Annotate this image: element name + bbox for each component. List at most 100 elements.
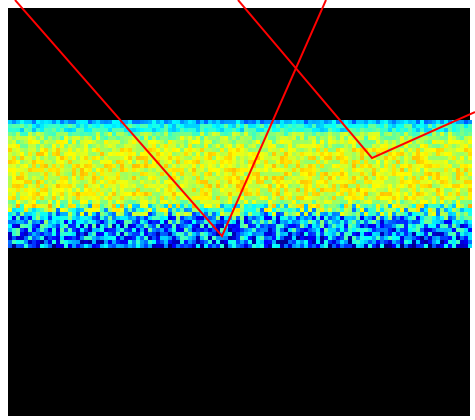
pixel [108,160,112,164]
pixel [24,176,28,180]
pixel [404,212,408,216]
pixel [372,128,376,132]
pixel [136,208,140,212]
pixel [124,240,128,244]
pixel [68,164,72,168]
pixel [436,196,440,200]
pixel [112,124,116,128]
pixel [300,236,304,240]
pixel [284,156,288,160]
pixel [384,144,388,148]
pixel [392,244,396,248]
pixel [340,164,344,168]
pixel [152,204,156,208]
pixel [244,200,248,204]
pixel [264,124,268,128]
pixel [296,152,300,156]
pixel [256,136,260,140]
pixel [284,168,288,172]
pixel [84,208,88,212]
pixel [304,128,308,132]
pixel [256,228,260,232]
pixel [116,240,120,244]
pixel [452,216,456,220]
pixel [388,188,392,192]
pixel [248,224,252,228]
pixel [212,132,216,136]
pixel [184,224,188,228]
pixel [340,208,344,212]
pixel [56,204,60,208]
pixel [388,152,392,156]
pixel [188,156,192,160]
pixel [124,164,128,168]
pixel [80,216,84,220]
pixel [88,204,92,208]
pixel [84,124,88,128]
pixel [96,124,100,128]
pixel [440,196,444,200]
pixel [416,120,420,124]
pixel [244,216,248,220]
pixel [348,180,352,184]
pixel [168,236,172,240]
pixel [116,136,120,140]
pixel [276,136,280,140]
pixel [88,232,92,236]
pixel [204,204,208,208]
pixel [428,144,432,148]
pixel [76,168,80,172]
pixel [420,176,424,180]
pixel [12,144,16,148]
pixel [344,136,348,140]
pixel [244,236,248,240]
pixel [288,196,292,200]
pixel [172,236,176,240]
pixel [164,236,168,240]
pixel [436,208,440,212]
pixel [468,232,472,236]
pixel [276,140,280,144]
pixel [8,124,12,128]
pixel [228,132,232,136]
pixel [40,232,44,236]
pixel [20,208,24,212]
pixel [88,164,92,168]
pixel [344,196,348,200]
pixel [12,128,16,132]
pixel [428,236,432,240]
pixel [272,196,276,200]
pixel [356,160,360,164]
pixel [148,176,152,180]
pixel [256,140,260,144]
pixel [148,208,152,212]
pixel [168,204,172,208]
pixel [108,144,112,148]
pixel [360,224,364,228]
pixel [440,168,444,172]
pixel [220,172,224,176]
pixel [420,172,424,176]
pixel [72,204,76,208]
pixel [452,168,456,172]
pixel [88,240,92,244]
pixel [40,164,44,168]
pixel [144,200,148,204]
pixel [368,216,372,220]
pixel [36,240,40,244]
pixel [220,188,224,192]
pixel [292,148,296,152]
pixel [264,224,268,228]
pixel [312,212,316,216]
pixel [96,240,100,244]
pixel [440,164,444,168]
pixel [132,188,136,192]
pixel [332,216,336,220]
pixel [224,236,228,240]
pixel [72,212,76,216]
pixel [76,236,80,240]
pixel [452,244,456,248]
pixel [400,224,404,228]
pixel [44,124,48,128]
pixel [340,148,344,152]
